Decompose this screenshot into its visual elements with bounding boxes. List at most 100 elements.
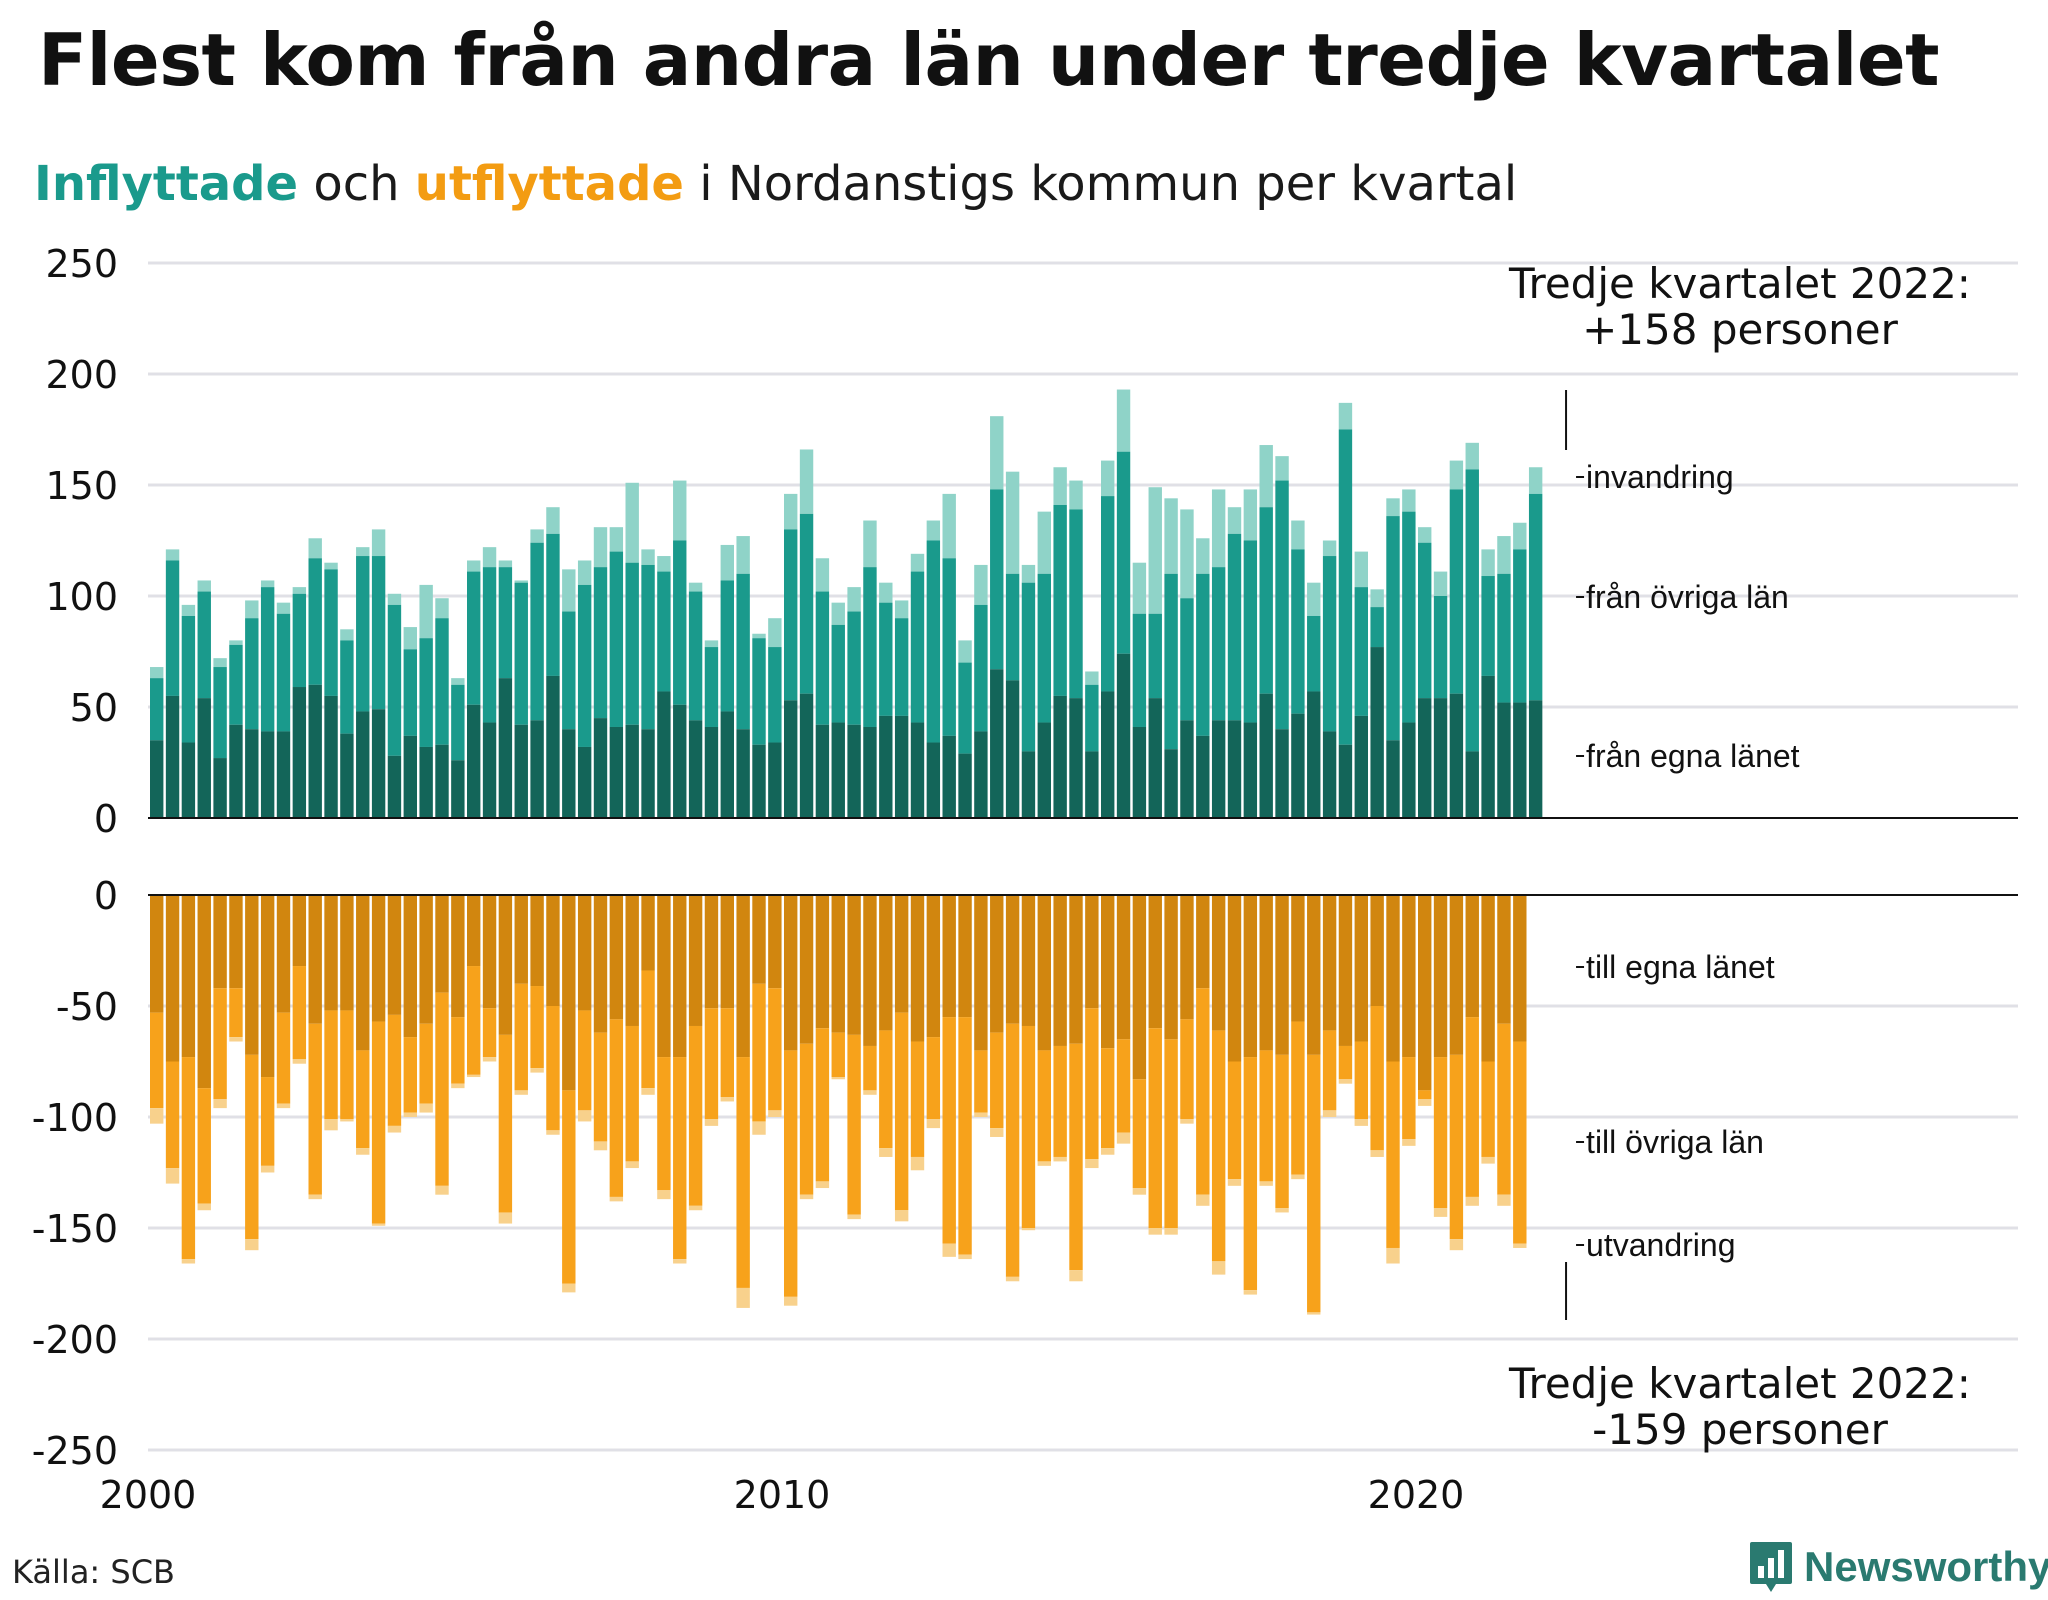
bar-fran-ovriga-lan [657,571,671,692]
bar-invandring [1196,538,1210,574]
bar-fran-egna-lanet [1528,700,1543,818]
newsworthy-logo-icon [1750,1542,1792,1592]
bar-invandring [1037,511,1051,574]
bar-till-egna-lanet [990,895,1004,1033]
bar-fran-egna-lanet [514,724,528,818]
bar-utvandring [292,1059,307,1064]
bar-utvandring [1180,1119,1194,1124]
bar-till-egna-lanet [150,895,164,1013]
bar-utvandring [1386,1247,1400,1264]
bar-fran-egna-lanet [150,740,164,818]
bar-fran-egna-lanet [1370,647,1384,818]
bar-fran-ovriga-lan [1259,507,1273,694]
bar-invandring [1433,571,1448,596]
bar-till-egna-lanet [815,895,830,1029]
bar-utvandring [181,1259,196,1264]
bar-till-ovriga-lan [1481,1061,1495,1157]
bar-till-egna-lanet [1307,895,1321,1055]
bar-fran-egna-lanet [1164,749,1178,818]
bar-fran-egna-lanet [467,704,481,818]
label-till-ovriga-lan: till övriga län [1586,1124,1764,1160]
bar-fran-ovriga-lan [1322,556,1337,732]
bar-till-ovriga-lan [403,1037,417,1113]
bar-till-ovriga-lan [847,1034,861,1215]
y-tick-label-upper: 200 [45,353,118,397]
bar-fran-ovriga-lan [815,591,830,725]
bar-till-egna-lanet [609,895,624,1020]
bar-fran-egna-lanet [720,711,734,818]
x-tick-label: 2020 [1368,1473,1465,1517]
bar-till-egna-lanet [688,895,703,1026]
subtitle-in-word: Inflyttade [34,156,299,212]
bar-utvandring [435,1185,449,1195]
bar-invandring [1449,460,1464,490]
bar-till-egna-lanet [324,895,338,1011]
bar-fran-ovriga-lan [435,618,449,745]
bar-utvandring [276,1103,291,1109]
bar-fran-ovriga-lan [688,591,703,721]
bar-till-egna-lanet [229,895,243,989]
bar-till-egna-lanet [1148,895,1162,1029]
bar-invandring [213,658,227,668]
bar-fran-ovriga-lan [260,587,275,732]
bar-fran-egna-lanet [387,755,402,818]
bar-utvandring [1211,1261,1226,1275]
bar-till-ovriga-lan [1053,1045,1067,1157]
bar-till-ovriga-lan [451,1017,465,1084]
bar-fran-egna-lanet [1211,720,1226,818]
bar-till-ovriga-lan [419,1023,433,1104]
bar-till-egna-lanet [1291,895,1305,1022]
bar-fran-egna-lanet [1085,751,1099,818]
bar-fran-egna-lanet [974,731,988,818]
bar-fran-egna-lanet [1101,691,1115,818]
bar-fran-egna-lanet [1005,680,1020,818]
bar-utvandring [387,1125,402,1133]
bar-till-egna-lanet [847,895,861,1035]
bar-fran-ovriga-lan [1037,573,1051,723]
bar-till-egna-lanet [974,895,988,1051]
bar-till-ovriga-lan [181,1057,196,1260]
bar-fran-egna-lanet [197,698,211,818]
bar-invandring [1164,498,1178,574]
y-tick-label-upper: 0 [94,797,118,841]
bar-invandring [704,640,719,648]
bar-utvandring [625,1161,639,1169]
bar-till-ovriga-lan [562,1090,576,1284]
bar-till-ovriga-lan [1148,1028,1162,1228]
bar-till-egna-lanet [894,895,909,1013]
bar-fran-ovriga-lan [784,529,798,701]
y-tick-label-upper: 250 [45,242,118,286]
bar-fran-ovriga-lan [1402,511,1416,723]
bar-utvandring [593,1141,608,1151]
label-utvandring: utvandring [1586,1227,1735,1263]
bar-invandring [926,520,941,541]
bar-till-egna-lanet [1132,895,1147,1080]
bar-utvandring [1132,1188,1147,1195]
bar-invandring [1259,445,1273,508]
bar-utvandring [879,1148,893,1157]
bar-till-ovriga-lan [165,1061,180,1169]
bar-till-ovriga-lan [260,1077,275,1166]
bar-utvandring [1116,1132,1131,1144]
bar-till-egna-lanet [467,895,481,967]
annotation-upper-line2: +158 personer [1582,305,1899,354]
bar-utvandring [974,1112,988,1117]
y-tick-label-upper: 50 [70,686,118,730]
bar-utvandring [609,1196,624,1202]
bar-fran-ovriga-lan [1116,451,1131,654]
bar-till-egna-lanet [197,895,211,1089]
bar-till-ovriga-lan [799,1043,814,1195]
bar-fran-egna-lanet [657,691,671,818]
bar-fran-ovriga-lan [1465,469,1479,752]
bar-fran-egna-lanet [1291,713,1305,818]
bar-utvandring [1291,1174,1305,1180]
bar-till-egna-lanet [831,895,845,1033]
bar-fran-ovriga-lan [1132,613,1147,727]
bar-fran-ovriga-lan [593,567,608,719]
bar-invandring [768,618,782,648]
bar-fran-egna-lanet [736,729,750,818]
bar-fran-ovriga-lan [371,556,386,710]
inflow-bars [150,389,1543,818]
bar-invandring [292,587,307,594]
bar-fran-egna-lanet [1513,702,1527,818]
